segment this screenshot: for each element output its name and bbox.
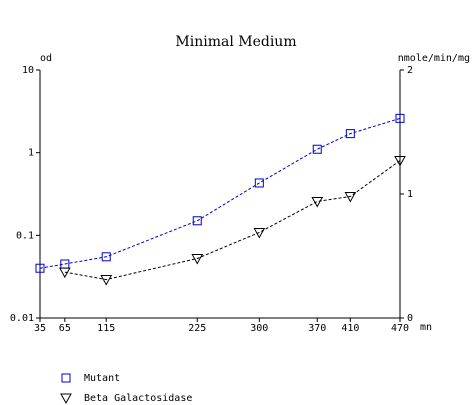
legend-marker xyxy=(60,393,72,405)
y2-tick-label: 2 xyxy=(407,65,413,76)
y2-tick-label: 1 xyxy=(407,189,413,200)
x-tick-label: 470 xyxy=(391,323,409,334)
data-point xyxy=(35,263,45,273)
x-axis-label: mn xyxy=(420,322,432,333)
legend-label: Beta Galactosidase xyxy=(84,393,192,404)
data-point xyxy=(192,216,202,226)
legend-marker xyxy=(61,373,71,383)
data-point xyxy=(254,178,264,188)
series-line xyxy=(39,117,401,269)
y-tick-label: 1 xyxy=(28,148,34,159)
x-tick-label: 35 xyxy=(34,323,46,334)
data-point xyxy=(394,156,406,167)
data-point xyxy=(253,227,266,239)
data-point xyxy=(344,191,357,203)
series-line xyxy=(64,160,401,281)
y2-tick-label: 0 xyxy=(407,313,413,324)
chart-title: Minimal Medium xyxy=(175,34,296,50)
y-tick-label: 0.1 xyxy=(16,230,34,241)
x-tick-label: 410 xyxy=(341,323,359,334)
y-tick-label: 0.01 xyxy=(10,313,34,324)
x-tick-label: 65 xyxy=(59,323,71,334)
data-point xyxy=(311,196,324,208)
x-tick-label: 300 xyxy=(250,323,268,334)
data-point xyxy=(101,252,111,262)
data-point xyxy=(345,129,355,139)
data-point xyxy=(191,253,204,265)
data-point xyxy=(395,113,405,123)
x-tick-label: 370 xyxy=(308,323,326,334)
y-axis-label: od xyxy=(40,53,52,64)
x-tick-label: 225 xyxy=(188,323,206,334)
data-point xyxy=(58,267,71,279)
data-point xyxy=(312,144,322,154)
y2-axis-label: nmole/min/mg xyxy=(398,53,470,64)
x-tick-label: 115 xyxy=(97,323,115,334)
legend-label: Mutant xyxy=(84,373,120,384)
data-point xyxy=(100,275,113,286)
y-tick-label: 10 xyxy=(22,65,34,76)
